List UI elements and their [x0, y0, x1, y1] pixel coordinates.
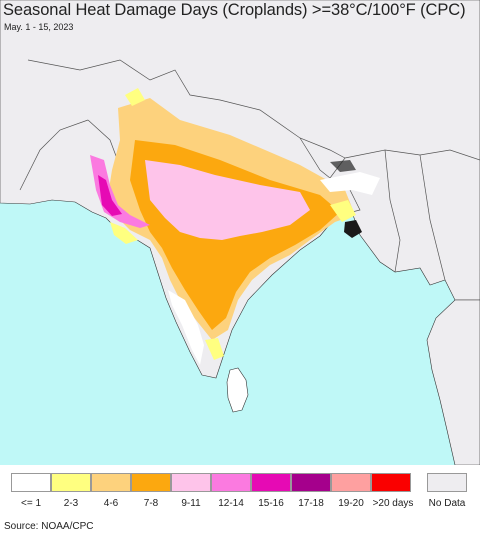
field-15-16: [98, 175, 122, 216]
legend-label: 7-8: [143, 498, 159, 509]
source-credit: Source: NOAA/CPC: [4, 521, 94, 532]
legend-label: 2-3: [63, 498, 79, 509]
nepal-dark: [330, 160, 356, 172]
legend-label: 4-6: [103, 498, 119, 509]
field-2-3-south: [205, 338, 224, 360]
legend-label: 12-14: [218, 498, 244, 509]
field-9-11: [145, 160, 310, 240]
legend-swatch: [251, 473, 291, 492]
legend-label: 17-18: [298, 498, 324, 509]
sri-lanka: [226, 367, 249, 413]
legend-label-no-data: No Data: [428, 498, 466, 509]
legend-swatch: [371, 473, 411, 492]
legend-label: 9-11: [181, 498, 201, 509]
legend-label: <= 1: [20, 498, 42, 509]
land-southeast: [426, 299, 480, 465]
legend-label: 19-20: [338, 498, 364, 509]
legend-swatch: [171, 473, 211, 492]
field-2-3-west: [110, 222, 138, 244]
bangladesh-dark: [344, 220, 362, 238]
legend-label: 15-16: [258, 498, 284, 509]
legend-label: >20 days: [372, 498, 414, 509]
legend-swatch: [51, 473, 91, 492]
legend-swatch: [11, 473, 51, 492]
map-subtitle: May. 1 - 15, 2023: [4, 22, 74, 32]
legend: <= 1 2-3 4-6 7-8 9-11 12-14 15-16 17-18 …: [11, 473, 475, 513]
field-12-14: [90, 155, 150, 228]
legend-swatch-no-data: [427, 473, 467, 492]
legend-swatch: [131, 473, 171, 492]
legend-swatch: [291, 473, 331, 492]
field-white-south: [168, 290, 204, 365]
legend-swatch: [211, 473, 251, 492]
field-2-3-north: [125, 88, 145, 106]
map-title: Seasonal Heat Damage Days (Croplands) >=…: [3, 1, 466, 19]
field-2-3-east: [330, 200, 356, 222]
legend-swatch: [91, 473, 131, 492]
legend-swatch: [331, 473, 371, 492]
field-white-northeast: [320, 172, 380, 195]
heat-damage-map: [0, 0, 480, 465]
